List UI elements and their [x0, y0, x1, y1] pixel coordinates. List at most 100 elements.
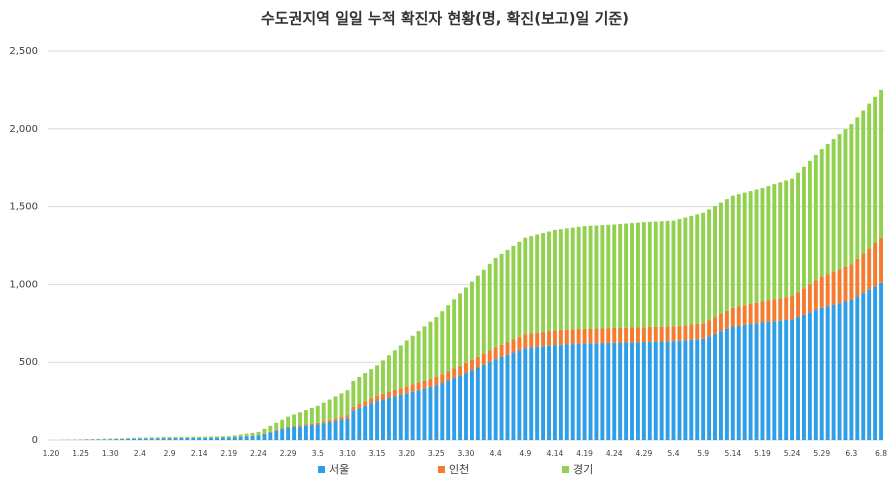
bar-segment — [713, 205, 717, 318]
x-tick-label: 3.15 — [369, 449, 386, 458]
bar-segment — [232, 435, 237, 437]
bar-segment — [256, 435, 261, 440]
bar-segment — [552, 330, 557, 346]
bar-segment — [464, 287, 468, 363]
bar-segment — [671, 220, 676, 327]
bar-segment — [784, 297, 789, 321]
bar-segment — [386, 355, 391, 392]
bar-segment — [440, 374, 445, 384]
bar-segment — [724, 310, 729, 329]
bar-segment — [155, 437, 160, 439]
bar-segment — [748, 324, 753, 440]
bar-segment — [499, 344, 504, 357]
bar-segment — [600, 225, 605, 329]
bar-segment — [143, 437, 148, 439]
x-tick-label: 5.9 — [697, 449, 709, 458]
bar-segment — [226, 437, 231, 440]
bar-segment — [309, 407, 314, 424]
bar-segment — [475, 367, 480, 440]
bar-segment — [173, 437, 178, 438]
bar-segment — [635, 222, 640, 328]
bar-segment — [742, 192, 747, 306]
bar-segment — [363, 401, 368, 406]
bar-segment — [505, 342, 510, 355]
bar-segment — [197, 436, 202, 438]
bar-segment — [327, 399, 332, 420]
bar-segment — [315, 424, 320, 440]
bar-segment — [647, 327, 652, 342]
bar-segment — [345, 415, 350, 419]
bar-segment — [428, 378, 433, 388]
x-tick-label: 1.25 — [72, 449, 89, 458]
bar-segment — [274, 430, 279, 431]
bar-segment — [772, 321, 777, 440]
bar-segment — [766, 186, 771, 301]
bar-segment — [790, 319, 795, 440]
bar-segment — [351, 380, 356, 407]
bar-segment — [576, 343, 581, 440]
bar-segment — [535, 332, 540, 347]
bar-segment — [831, 271, 836, 305]
x-tick-label: 5.4 — [668, 449, 680, 458]
bar-segment — [541, 331, 546, 347]
bar-segment — [398, 345, 403, 389]
bar-segment — [398, 394, 403, 440]
bar-segment — [481, 269, 486, 354]
bar-segment — [612, 342, 617, 440]
bar-segment — [796, 317, 800, 440]
bar-segment — [274, 422, 279, 431]
bar-segment — [576, 226, 581, 330]
bar-segment — [879, 282, 883, 440]
bar-segment — [594, 343, 599, 440]
bar-segment — [837, 269, 842, 304]
bar-segment — [523, 348, 528, 440]
bar-segment — [707, 336, 712, 440]
bar-segment — [475, 356, 480, 368]
bar-segment — [191, 437, 196, 440]
bar-segment — [612, 327, 617, 343]
bar-segment — [570, 227, 575, 330]
x-tick-label: 1.20 — [43, 449, 60, 458]
bar-segment — [422, 326, 427, 381]
legend-label: 인천 — [449, 462, 469, 476]
bar-segment — [843, 266, 848, 302]
bar-segment — [280, 419, 285, 429]
x-tick-label: 2.24 — [250, 449, 267, 458]
bar-segment — [635, 342, 640, 440]
bar-segment — [375, 401, 380, 440]
bar-segment — [647, 341, 652, 440]
bar-segment — [760, 187, 765, 302]
bar-segment — [203, 437, 208, 440]
bar-segment — [724, 199, 729, 311]
bar-segment — [624, 327, 629, 343]
bar-segment — [511, 245, 516, 340]
bar-segment — [215, 437, 219, 440]
bar-segment — [594, 328, 599, 344]
x-tick-label: 2.29 — [280, 449, 297, 458]
bar-segment — [315, 422, 320, 425]
bar-segment — [416, 331, 421, 383]
bar-segment — [102, 439, 107, 440]
legend-swatch — [318, 466, 325, 473]
bar-segment — [434, 376, 439, 386]
bar-segment — [849, 264, 854, 300]
bar-segment — [677, 325, 682, 341]
bar-segment — [137, 438, 142, 440]
bar-segment — [766, 321, 771, 440]
bar-segment — [250, 435, 255, 440]
bar-segment — [713, 333, 717, 440]
bar-segment — [861, 253, 866, 294]
bar-segment — [505, 354, 510, 440]
bar-segment — [831, 139, 836, 272]
bar-segment — [867, 248, 872, 290]
bar-segment — [410, 335, 415, 385]
bar-segment — [280, 428, 285, 430]
bar-segment — [630, 342, 634, 440]
bar-segment — [701, 338, 706, 440]
bar-segment — [730, 307, 735, 327]
y-tick-label: 1,000 — [9, 279, 38, 290]
bar-segment — [256, 431, 261, 436]
bar-segment — [286, 427, 291, 440]
x-tick-label: 3.20 — [398, 449, 415, 458]
bar-segment — [748, 191, 753, 305]
